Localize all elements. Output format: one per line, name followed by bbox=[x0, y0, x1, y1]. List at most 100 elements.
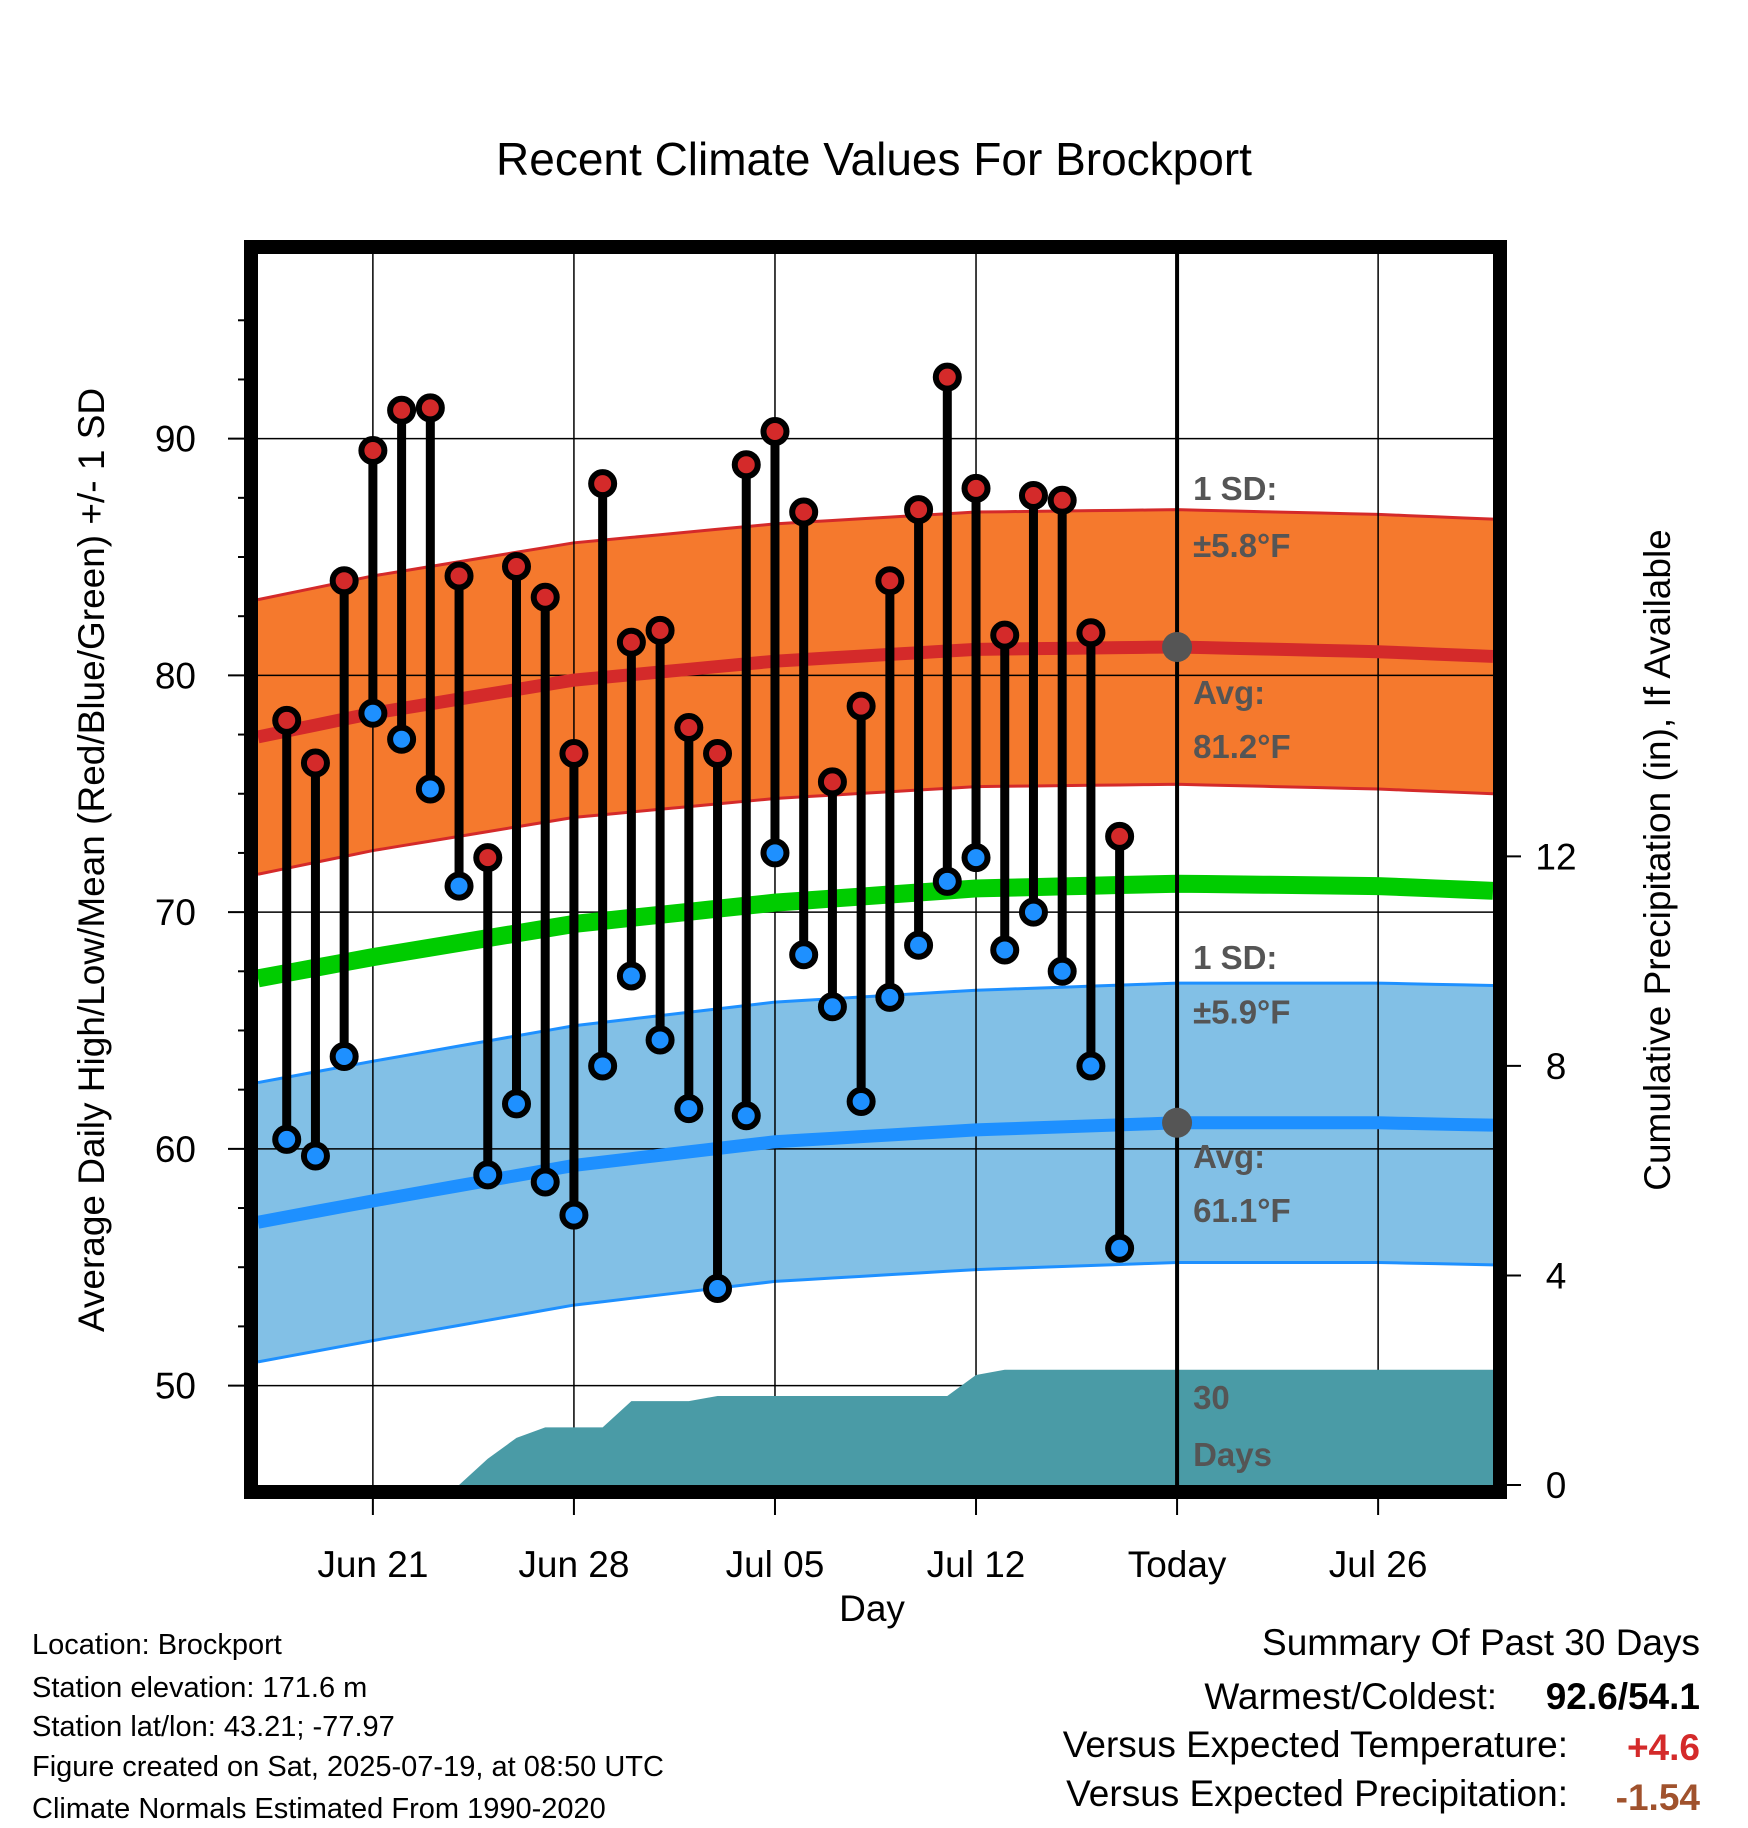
daily-high-point bbox=[1105, 821, 1135, 851]
temp-anomaly-value: +4.6 bbox=[1627, 1727, 1700, 1768]
temp-anomaly-label: Versus Expected Temperature: bbox=[1063, 1724, 1568, 1765]
plot-frame bbox=[244, 240, 1507, 1499]
daily-high-point bbox=[473, 843, 503, 873]
daily-high-point bbox=[300, 748, 330, 778]
x-tick-label: Jul 05 bbox=[726, 1544, 825, 1585]
daily-low-point bbox=[990, 935, 1020, 965]
annotation-line2: 61.1°F bbox=[1193, 1192, 1291, 1229]
daily-low-point bbox=[789, 940, 819, 970]
daily-high-point bbox=[817, 767, 847, 797]
daily-low-point bbox=[645, 1025, 675, 1055]
plot-area: 1 SD: ±5.8°F Avg: 81.2°F 1 SD: ±5.9°F Avg: 61.1… bbox=[256, 254, 1494, 1485]
annotation-line2: 81.2°F bbox=[1193, 728, 1291, 765]
daily-high-point bbox=[559, 739, 589, 769]
figure-created: Figure created on Sat, 2025-07-19, at 08… bbox=[32, 1751, 664, 1783]
chart-title: Recent Climate Values For Brockport bbox=[496, 133, 1252, 185]
daily-high-point bbox=[846, 691, 876, 721]
annotation-line2: ±5.8°F bbox=[1193, 527, 1290, 564]
daily-low-point bbox=[530, 1167, 560, 1197]
sd-band-lower-high bbox=[257, 782, 1494, 876]
daily-low-point bbox=[1105, 1233, 1135, 1263]
daily-low-point bbox=[961, 843, 991, 873]
y-tick-label: 80 bbox=[155, 655, 196, 696]
daily-low-point bbox=[846, 1086, 876, 1116]
daily-high-point bbox=[789, 497, 819, 527]
sd-band-upper-high bbox=[257, 508, 1494, 602]
y2-tick-label: 8 bbox=[1546, 1046, 1567, 1087]
avg-line-low bbox=[256, 1116, 1494, 1229]
precip-anomaly-label: Versus Expected Precipitation: bbox=[1066, 1773, 1568, 1814]
daily-low-point bbox=[415, 774, 445, 804]
avg-line-mean bbox=[256, 874, 1494, 988]
warm-cold-label: Warmest/Coldest: bbox=[1204, 1676, 1497, 1717]
x-axis-title: Day bbox=[839, 1588, 905, 1629]
daily-high-point bbox=[616, 627, 646, 657]
annotation-line1: 1 SD: bbox=[1193, 939, 1277, 976]
sd-band-low bbox=[258, 983, 1493, 1362]
today-high-avg-marker bbox=[1162, 631, 1193, 662]
annotation-line1: 30 bbox=[1193, 1379, 1230, 1416]
y-tick-label: 50 bbox=[155, 1366, 196, 1407]
avg-line-high bbox=[256, 640, 1494, 744]
x-tick-label: Jul 26 bbox=[1329, 1544, 1428, 1585]
annotation-line1: Avg: bbox=[1193, 674, 1265, 711]
daily-low-point bbox=[904, 930, 934, 960]
daily-high-point bbox=[990, 620, 1020, 650]
climate-normals: Climate Normals Estimated From 1990-2020 bbox=[32, 1793, 606, 1825]
daily-high-point bbox=[588, 469, 618, 499]
daily-high-point bbox=[501, 551, 531, 581]
daily-high-point bbox=[904, 495, 934, 525]
y-tick-label: 70 bbox=[155, 892, 196, 933]
sd-band-lower-low bbox=[257, 1260, 1494, 1364]
y-tick-label: 90 bbox=[155, 419, 196, 460]
today-low-avg-marker bbox=[1162, 1107, 1193, 1138]
annotation-line1: Avg: bbox=[1193, 1138, 1265, 1175]
daily-low-point bbox=[875, 982, 905, 1012]
summary-title: Summary Of Past 30 Days bbox=[1262, 1622, 1700, 1663]
daily-low-point bbox=[703, 1274, 733, 1304]
daily-high-point bbox=[932, 362, 962, 392]
daily-high-point bbox=[645, 615, 675, 645]
daily-low-point bbox=[817, 992, 847, 1022]
daily-low-point bbox=[616, 961, 646, 991]
daily-high-point bbox=[674, 712, 704, 742]
daily-low-point bbox=[300, 1141, 330, 1171]
daily-low-point bbox=[1047, 956, 1077, 986]
y2-tick-label: 4 bbox=[1546, 1255, 1567, 1296]
precip-area bbox=[459, 1369, 1493, 1485]
daily-low-point bbox=[731, 1101, 761, 1131]
daily-high-point bbox=[875, 566, 905, 596]
annotation-line2: Days bbox=[1193, 1436, 1272, 1473]
daily-low-point bbox=[329, 1042, 359, 1072]
annotation-line1: 1 SD: bbox=[1193, 470, 1277, 507]
daily-high-point bbox=[731, 450, 761, 480]
daily-low-point bbox=[444, 871, 474, 901]
daily-low-point bbox=[473, 1160, 503, 1190]
daily-low-point bbox=[674, 1094, 704, 1124]
daily-low-point bbox=[760, 838, 790, 868]
daily-low-point bbox=[272, 1124, 302, 1154]
y2-tick-label: 12 bbox=[1535, 836, 1576, 877]
daily-high-point bbox=[272, 705, 302, 735]
x-tick-label: Jul 12 bbox=[927, 1544, 1026, 1585]
y-tick-label: 60 bbox=[155, 1129, 196, 1170]
station-elevation: Station elevation: 171.6 m bbox=[32, 1672, 367, 1704]
daily-high-point bbox=[1047, 485, 1077, 515]
daily-low-point bbox=[358, 698, 388, 728]
daily-low-point bbox=[501, 1089, 531, 1119]
daily-high-point bbox=[329, 566, 359, 596]
y2-tick-label: 0 bbox=[1546, 1465, 1567, 1506]
summary-panel: Summary Of Past 30 Days Warmest/Coldest:… bbox=[1063, 1622, 1701, 1818]
daily-low-point bbox=[387, 724, 417, 754]
daily-low-point bbox=[932, 866, 962, 896]
daily-low-point bbox=[1076, 1051, 1106, 1081]
precip-anomaly-value: -1.54 bbox=[1616, 1777, 1701, 1818]
daily-high-point bbox=[415, 393, 445, 423]
station-latlon: Station lat/lon: 43.21; -77.97 bbox=[32, 1711, 395, 1743]
daily-high-point bbox=[530, 582, 560, 612]
station-info: Location: Brockport Station elevation: 1… bbox=[32, 1629, 664, 1825]
annotation-line2: ±5.9°F bbox=[1193, 993, 1290, 1030]
daily-high-point bbox=[387, 395, 417, 425]
station-location: Location: Brockport bbox=[32, 1629, 282, 1661]
